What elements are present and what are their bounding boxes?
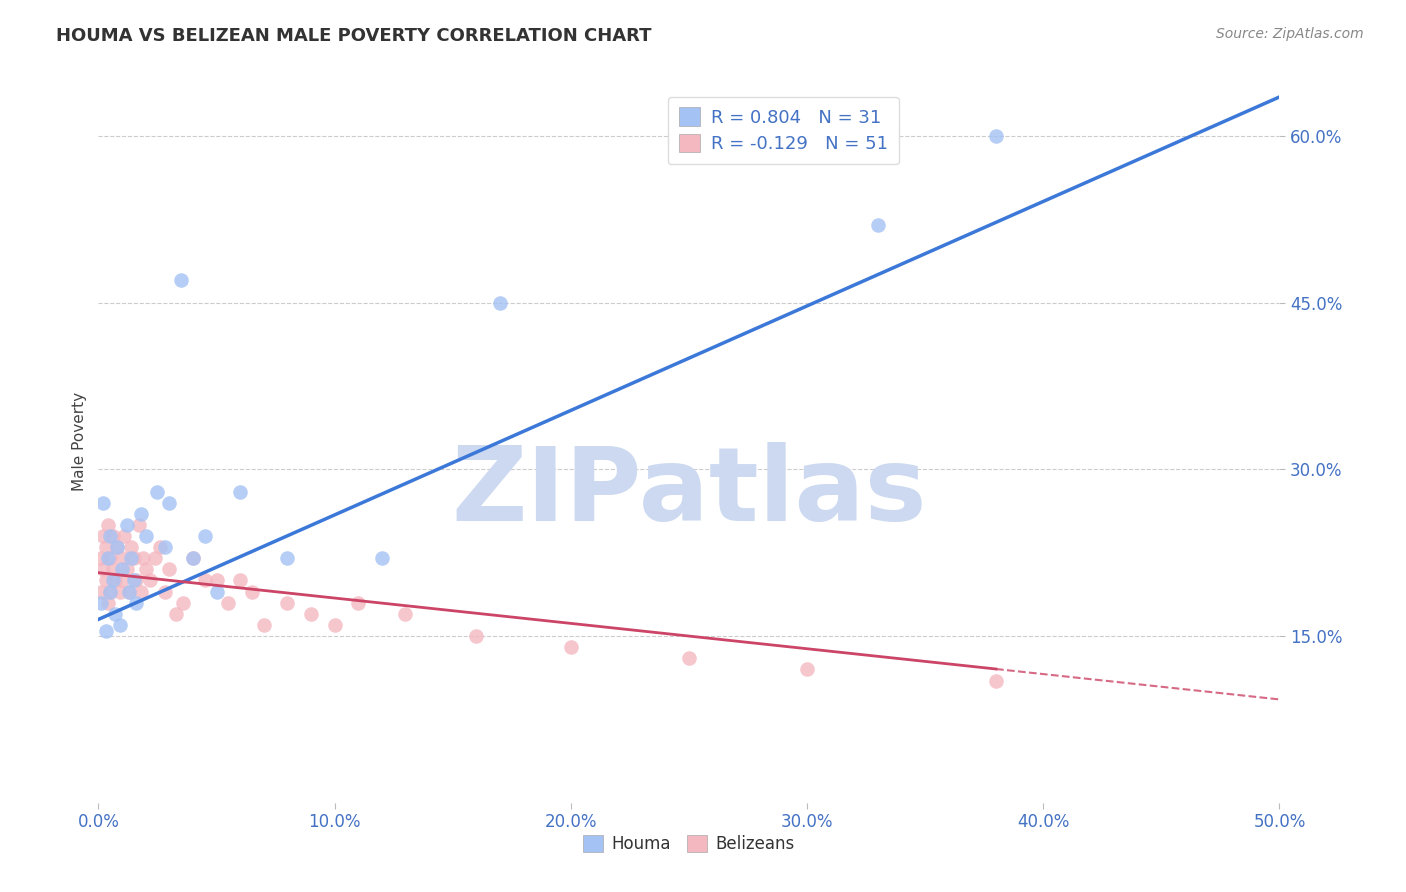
Point xyxy=(122,574,145,588)
Point xyxy=(984,673,1007,688)
Point xyxy=(101,574,124,588)
Point xyxy=(108,584,131,599)
Point xyxy=(323,618,346,632)
Point xyxy=(135,562,157,576)
Point xyxy=(217,596,239,610)
Point xyxy=(984,128,1007,143)
Point xyxy=(796,662,818,676)
Legend: Houma, Belizeans: Houma, Belizeans xyxy=(576,828,801,860)
Point xyxy=(276,551,298,566)
Point xyxy=(276,596,298,610)
Point xyxy=(253,618,276,632)
Point xyxy=(104,574,127,588)
Point xyxy=(371,551,394,566)
Point xyxy=(125,574,148,588)
Point xyxy=(91,562,114,576)
Point xyxy=(165,607,187,621)
Point xyxy=(194,529,217,543)
Point xyxy=(115,517,138,532)
Point xyxy=(394,607,416,621)
Point xyxy=(91,496,114,510)
Point xyxy=(465,629,488,643)
Point xyxy=(149,540,172,554)
Point xyxy=(157,496,180,510)
Point xyxy=(194,574,217,588)
Point xyxy=(118,584,141,599)
Point xyxy=(98,584,121,599)
Point xyxy=(115,562,138,576)
Point xyxy=(866,218,889,232)
Point xyxy=(678,651,700,665)
Point xyxy=(205,574,228,588)
Point xyxy=(118,584,141,599)
Point xyxy=(101,529,124,543)
Point xyxy=(98,529,121,543)
Point xyxy=(94,574,117,588)
Point xyxy=(299,607,322,621)
Point xyxy=(101,562,124,576)
Point xyxy=(108,618,131,632)
Point xyxy=(205,584,228,599)
Point xyxy=(170,273,193,287)
Point xyxy=(181,551,204,566)
Y-axis label: Male Poverty: Male Poverty xyxy=(72,392,87,491)
Point xyxy=(229,484,252,499)
Point xyxy=(90,551,112,566)
Point xyxy=(146,484,169,499)
Point xyxy=(125,596,148,610)
Point xyxy=(112,529,135,543)
Point xyxy=(172,596,194,610)
Point xyxy=(98,551,121,566)
Point xyxy=(90,596,112,610)
Point xyxy=(132,551,155,566)
Point xyxy=(121,551,143,566)
Point xyxy=(240,584,263,599)
Point xyxy=(97,517,120,532)
Point xyxy=(139,574,162,588)
Point xyxy=(91,529,114,543)
Point xyxy=(181,551,204,566)
Point xyxy=(153,584,176,599)
Point xyxy=(111,574,134,588)
Text: ZIPatlas: ZIPatlas xyxy=(451,442,927,542)
Point xyxy=(111,562,134,576)
Point xyxy=(143,551,166,566)
Point xyxy=(129,584,152,599)
Point xyxy=(97,596,120,610)
Point xyxy=(128,517,150,532)
Point xyxy=(97,551,120,566)
Point xyxy=(129,507,152,521)
Text: HOUMA VS BELIZEAN MALE POVERTY CORRELATION CHART: HOUMA VS BELIZEAN MALE POVERTY CORRELATI… xyxy=(56,27,652,45)
Point xyxy=(489,295,512,310)
Text: Source: ZipAtlas.com: Source: ZipAtlas.com xyxy=(1216,27,1364,41)
Point xyxy=(229,574,252,588)
Point xyxy=(105,540,128,554)
Point xyxy=(94,540,117,554)
Point xyxy=(98,584,121,599)
Point xyxy=(347,596,370,610)
Point xyxy=(94,624,117,638)
Point xyxy=(111,551,134,566)
Point xyxy=(157,562,180,576)
Point xyxy=(560,640,582,655)
Point xyxy=(104,607,127,621)
Point xyxy=(122,551,145,566)
Point xyxy=(121,540,143,554)
Point xyxy=(153,540,176,554)
Point xyxy=(135,529,157,543)
Point xyxy=(105,540,128,554)
Point xyxy=(90,584,112,599)
